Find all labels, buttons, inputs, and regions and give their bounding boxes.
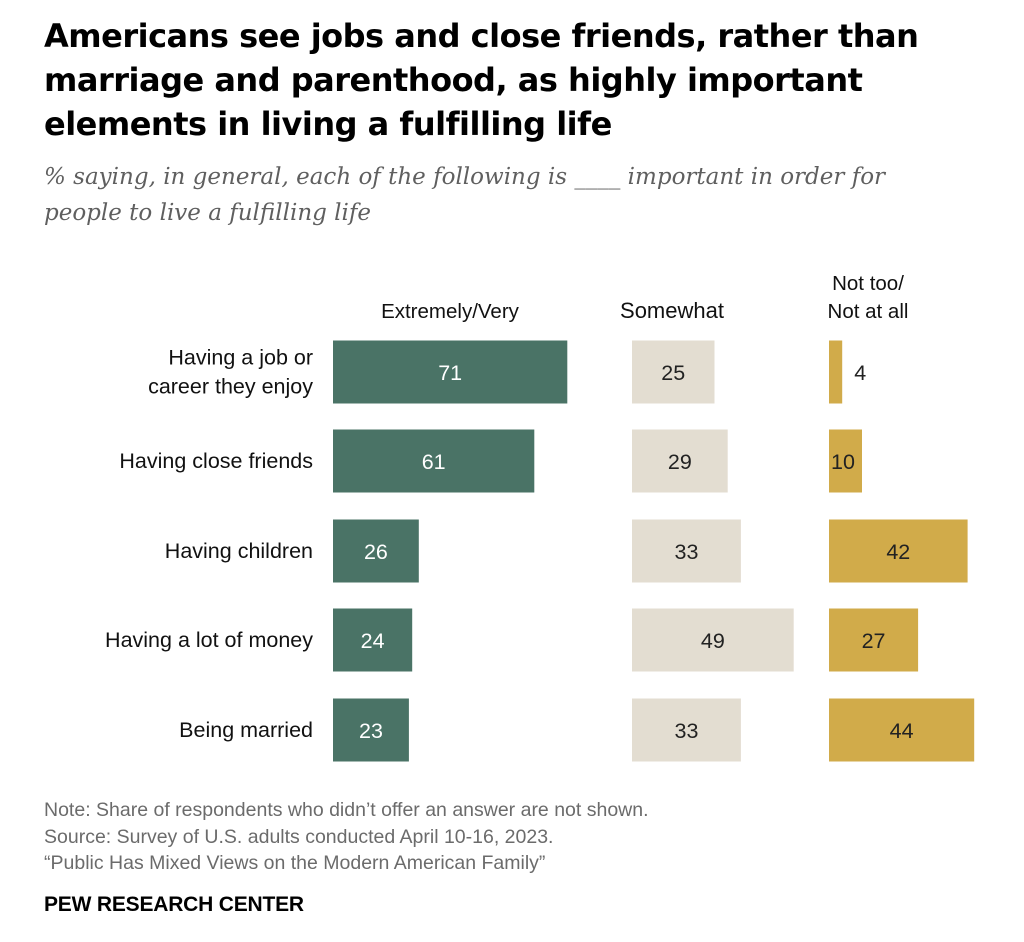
bar-series1 (333, 429, 535, 493)
bar-series3 (829, 340, 843, 404)
category-label: Having close friends (119, 449, 313, 473)
bar-series2 (632, 608, 794, 672)
category-label: Having a lot of money (105, 628, 313, 652)
bar-series2 (632, 429, 728, 493)
data-label: 71 (438, 361, 462, 385)
bar-series2 (632, 698, 741, 762)
data-label: 24 (361, 629, 385, 653)
category-label: Having children (165, 539, 313, 563)
bar-chart: Extremely/Very Somewhat Not too/Not at all… (105, 272, 975, 762)
data-label: 29 (668, 450, 692, 474)
series-header-3: Not at all (828, 300, 909, 323)
bar-series3 (829, 519, 968, 583)
data-label: 33 (674, 719, 698, 743)
report-title: “Public Has Mixed Views on the Modern Am… (44, 852, 546, 874)
bar-series3 (829, 608, 919, 672)
bar-series1 (333, 608, 413, 672)
note-text: Note: Share of respondents who didn’t of… (44, 799, 649, 821)
bar-series1 (333, 519, 419, 583)
data-label: 10 (831, 450, 855, 474)
data-label: 49 (701, 629, 725, 653)
footnotes: Note: Share of respondents who didn’t of… (44, 797, 944, 877)
bar-series2 (632, 519, 741, 583)
bar-series3 (829, 429, 862, 493)
data-label: 25 (661, 361, 685, 385)
brand-logo-text: PEW RESEARCH CENTER (44, 893, 304, 916)
data-label: 33 (674, 540, 698, 564)
bar-series3 (829, 698, 975, 762)
bar-series1 (333, 698, 409, 762)
series-header-3: Not too/ (832, 272, 904, 295)
bar-series2 (632, 340, 715, 404)
data-label: 4 (854, 361, 866, 385)
data-label: 26 (364, 540, 388, 564)
data-label: 27 (862, 629, 886, 653)
source-text: Source: Survey of U.S. adults conducted … (44, 825, 554, 848)
series-header-1: Extremely/Very (381, 300, 520, 323)
series-header-2: Somewhat (620, 298, 724, 323)
data-label: 42 (886, 540, 910, 564)
category-label: Being married (179, 718, 313, 742)
category-label: career they enjoy (148, 375, 313, 399)
data-label: 61 (422, 450, 446, 474)
data-label: 44 (890, 719, 914, 743)
category-label: Having a job or (168, 346, 313, 370)
bar-series1 (333, 340, 568, 404)
chart-title: Americans see jobs and close friends, ra… (44, 17, 919, 143)
chart-subtitle: % saying, in general, each of the follow… (44, 164, 886, 226)
data-label: 23 (359, 719, 383, 743)
